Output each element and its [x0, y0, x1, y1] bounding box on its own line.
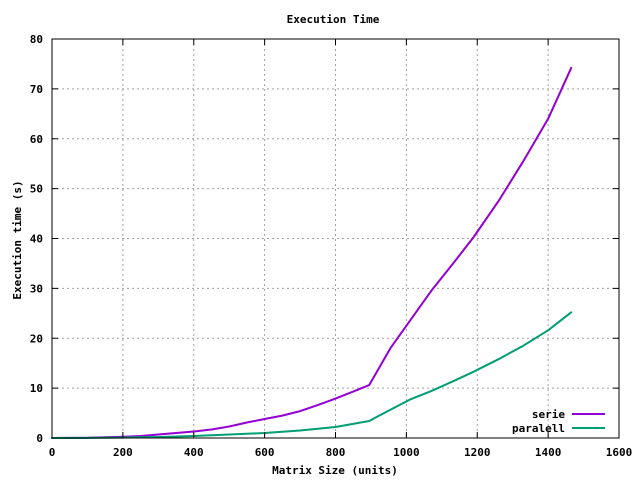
x-tick-label: 1400 [535, 446, 562, 459]
x-tick-label: 0 [49, 446, 56, 459]
x-tick-label: 1200 [464, 446, 491, 459]
y-tick-label: 80 [30, 33, 43, 46]
x-tick-label: 800 [326, 446, 346, 459]
x-tick-label: 1000 [393, 446, 420, 459]
y-tick-label: 40 [30, 233, 43, 246]
x-axis-label: Matrix Size (units) [272, 464, 398, 477]
x-tick-label: 1600 [606, 446, 633, 459]
y-tick-label: 70 [30, 83, 43, 96]
x-tick-label: 600 [255, 446, 275, 459]
series-line-serie [51, 66, 573, 439]
x-tick-label: 400 [184, 446, 204, 459]
y-axis-label: Execution time (s) [11, 180, 24, 299]
axis-ticks [51, 38, 620, 439]
y-tick-label: 30 [30, 282, 43, 295]
chart-title: Execution Time [287, 13, 380, 26]
y-tick-label: 60 [30, 133, 43, 146]
legend: serie paralell [512, 408, 605, 435]
y-tick-label: 20 [30, 332, 43, 345]
y-axis-tick-labels: 0 10 20 30 40 50 60 70 80 [30, 33, 43, 445]
x-tick-label: 200 [113, 446, 133, 459]
y-tick-label: 10 [30, 382, 43, 395]
grid [52, 39, 619, 438]
y-tick-label: 50 [30, 183, 43, 196]
series-group [51, 66, 573, 439]
series-line-paralell [51, 311, 573, 439]
legend-label-serie: serie [532, 408, 565, 421]
legend-label-paralell: paralell [512, 422, 565, 435]
x-axis-tick-labels: 0 200 400 600 800 1000 1200 1400 1600 [49, 446, 633, 459]
y-tick-label: 0 [36, 432, 43, 445]
